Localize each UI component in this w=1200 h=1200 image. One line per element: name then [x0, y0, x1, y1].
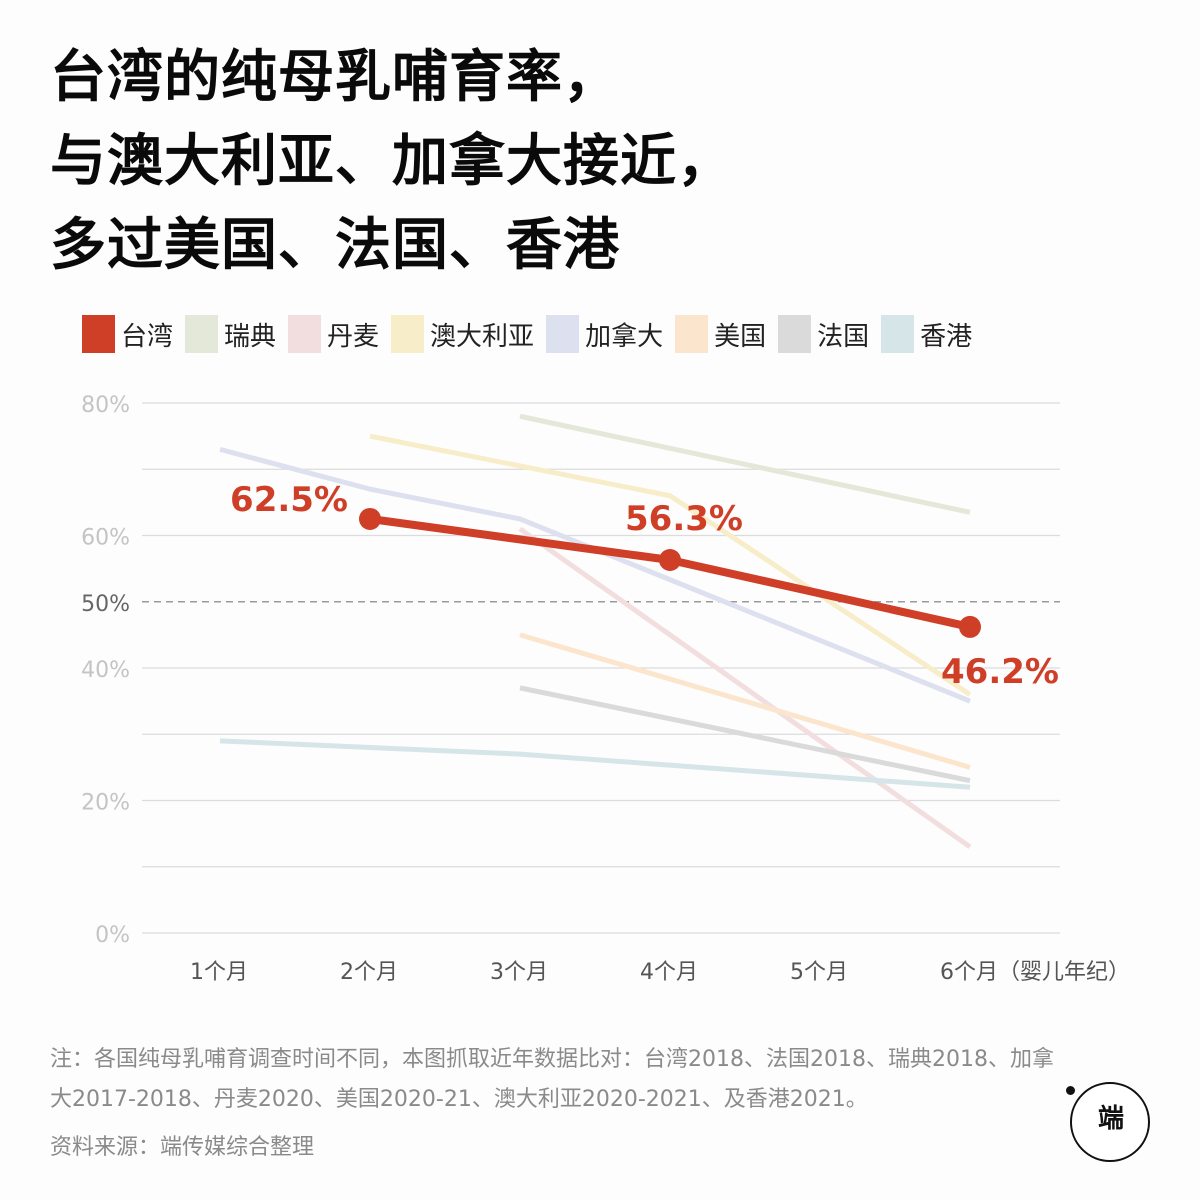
y-tick-label: 20% — [81, 791, 130, 816]
x-tick-label: 6个月（婴儿年纪） — [940, 960, 1130, 985]
series-line-加拿大 — [219, 446, 971, 704]
legend-label: 加拿大 — [585, 321, 664, 352]
legend-swatch — [546, 315, 580, 353]
data-label: 46.2% — [941, 652, 1059, 692]
brand-logo: 端 — [1066, 1082, 1150, 1162]
legend-label: 瑞典 — [224, 321, 277, 352]
series-line-香港 — [219, 738, 971, 790]
legend-label: 澳大利亚 — [430, 321, 535, 352]
chart-legend: 台湾 瑞典 丹麦 澳大利亚 加拿大 美国 法国 香港 — [82, 312, 984, 356]
legend-label: 台湾 — [121, 321, 174, 352]
y-tick-label: 40% — [81, 658, 130, 683]
legend-swatch — [391, 315, 425, 353]
title-line-3: 多过美国、法国、香港 — [50, 213, 620, 278]
legend-swatch — [288, 315, 322, 353]
data-point — [659, 549, 681, 572]
legend-swatch — [778, 315, 812, 353]
legend-item: 澳大利亚 — [391, 315, 534, 353]
logo-mark: 端 — [1097, 1104, 1124, 1134]
chart-title: 台湾的纯母乳哺育率， 与澳大利亚、加拿大接近， 多过美国、法国、香港 — [50, 36, 734, 288]
legend-label: 香港 — [920, 321, 973, 352]
series-line-法国 — [519, 685, 971, 784]
legend-swatch — [881, 315, 915, 353]
legend-label: 丹麦 — [327, 321, 380, 352]
x-tick-label: 4个月 — [640, 960, 698, 985]
series-line-丹麦 — [518, 526, 972, 849]
legend-swatch — [675, 315, 709, 353]
x-tick-label: 2个月 — [340, 960, 398, 985]
logo-dot-icon — [1066, 1086, 1075, 1095]
x-tick-label: 5个月 — [790, 960, 848, 985]
data-label: 62.5% — [230, 480, 348, 520]
legend-label: 法国 — [817, 321, 870, 352]
y-tick-label: 0% — [95, 923, 130, 948]
series-line-澳大利亚 — [369, 433, 972, 697]
title-line-2: 与澳大利亚、加拿大接近， — [50, 129, 734, 194]
legend-item: 丹麦 — [288, 315, 379, 353]
y-tick-label: 50% — [81, 592, 130, 617]
series-line-美国 — [519, 632, 971, 770]
line-chart: 0% 20% 40% 50% 60% 80% 1个月 2个月 3个月 4个月 5个月 6个月（婴儿年纪… — [81, 393, 1130, 985]
title-line-1: 台湾的纯母乳哺育率， — [50, 45, 620, 110]
data-label: 56.3% — [625, 499, 743, 539]
legend-item: 加拿大 — [546, 315, 663, 353]
data-point — [359, 507, 381, 530]
chart-source: 资料来源：端传媒综合整理 — [50, 1135, 315, 1160]
x-tick-label: 3个月 — [490, 960, 548, 985]
legend-swatch — [185, 315, 219, 353]
legend-swatch — [82, 315, 115, 353]
x-tick-label: 1个月 — [190, 960, 248, 985]
legend-item: 香港 — [881, 315, 972, 353]
y-tick-label: 60% — [81, 526, 130, 551]
legend-item: 法国 — [778, 315, 869, 353]
legend-label: 美国 — [714, 321, 767, 352]
legend-item: 瑞典 — [185, 315, 276, 353]
data-point — [959, 615, 981, 638]
series-line-瑞典 — [519, 413, 971, 515]
chart-note: 注：各国纯母乳哺育调查时间不同，本图抓取近年数据比对：台湾2018、法国2018… — [50, 1047, 1054, 1112]
legend-item: 美国 — [675, 315, 766, 353]
y-tick-label: 80% — [81, 393, 130, 418]
legend-item: 台湾 — [82, 315, 173, 353]
